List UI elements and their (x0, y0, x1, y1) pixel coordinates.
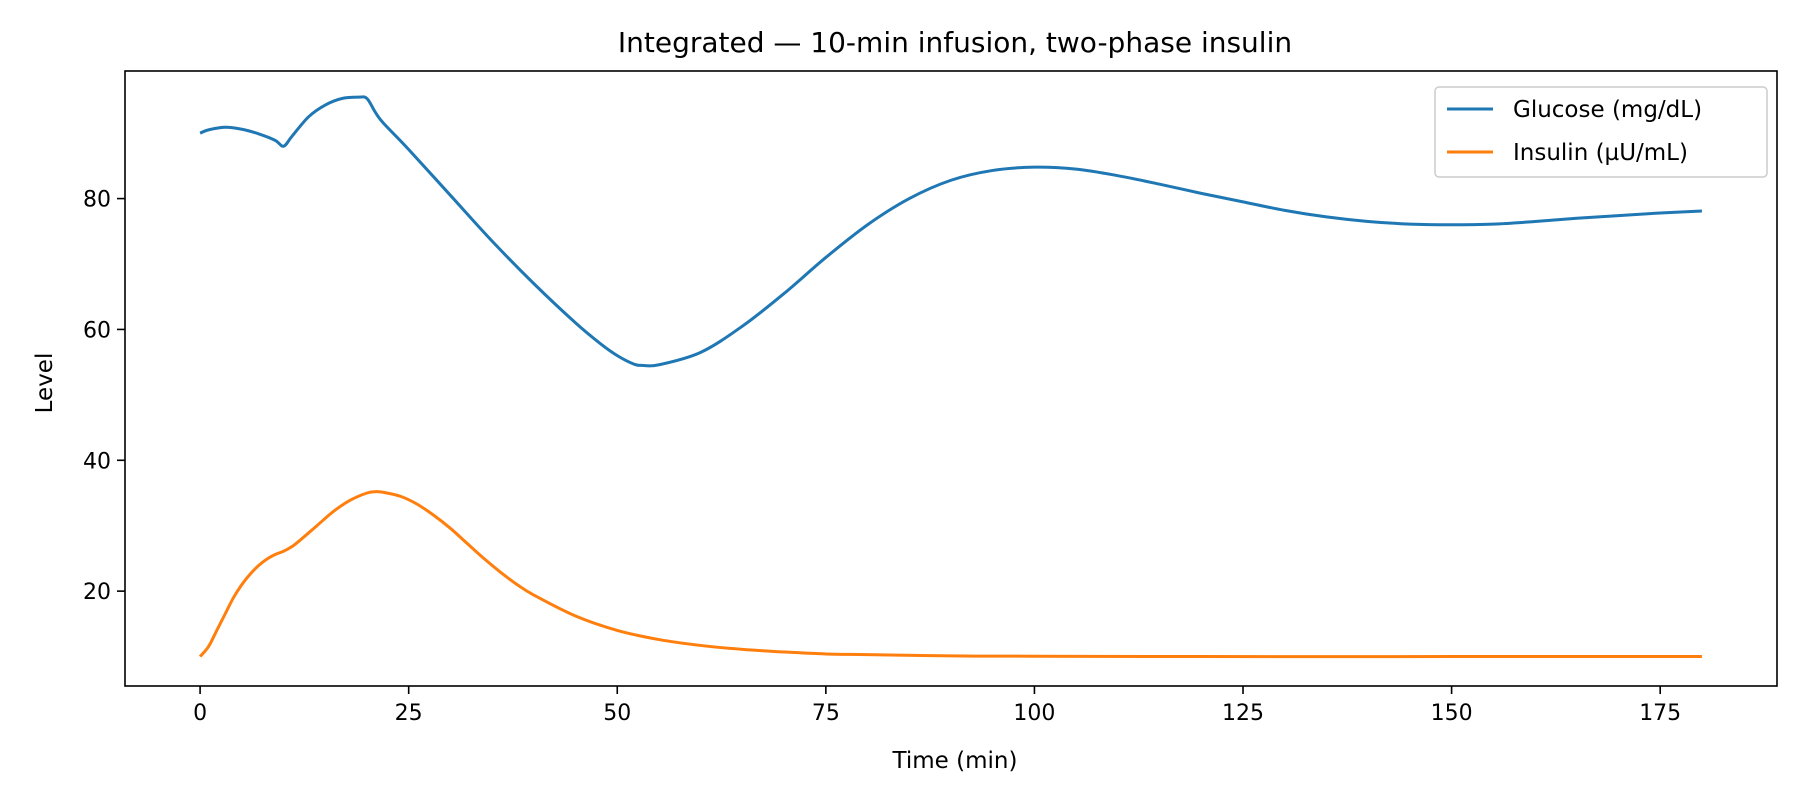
plot-area (198, 95, 1702, 659)
x-tick-label: 50 (603, 701, 631, 726)
y-tick-label: 40 (83, 449, 111, 474)
x-tick-label: 0 (193, 701, 207, 726)
legend-label: Glucose (mg/dL) (1513, 97, 1702, 123)
legend-box (1434, 86, 1768, 178)
x-axis-label: Time (min) (892, 748, 1018, 774)
x-tick-label: 150 (1431, 701, 1473, 726)
x-tick-label: 100 (1013, 701, 1055, 726)
x-tick-label: 125 (1222, 701, 1264, 726)
x-tick-label: 25 (395, 701, 423, 726)
plot-frame (124, 70, 1778, 687)
y-axis-label: Level (32, 353, 58, 414)
legend-label: Insulin (µU/mL) (1513, 140, 1688, 166)
insulin-line (198, 490, 1702, 659)
x-tick-label: 175 (1639, 701, 1681, 726)
glucose-line (199, 95, 1702, 368)
chart-title: Integrated — 10-min infusion, two-phase … (618, 26, 1292, 59)
y-tick-label: 80 (83, 188, 111, 213)
legend: Glucose (mg/dL) Insulin (µU/mL) (1434, 86, 1768, 178)
x-tick-label: 75 (812, 701, 840, 726)
y-axis: 20 40 60 80 (83, 188, 125, 605)
y-tick-label: 60 (83, 318, 111, 343)
x-axis: 0 25 50 75 100 125 150 175 (193, 686, 1681, 726)
y-tick-label: 20 (83, 580, 111, 605)
